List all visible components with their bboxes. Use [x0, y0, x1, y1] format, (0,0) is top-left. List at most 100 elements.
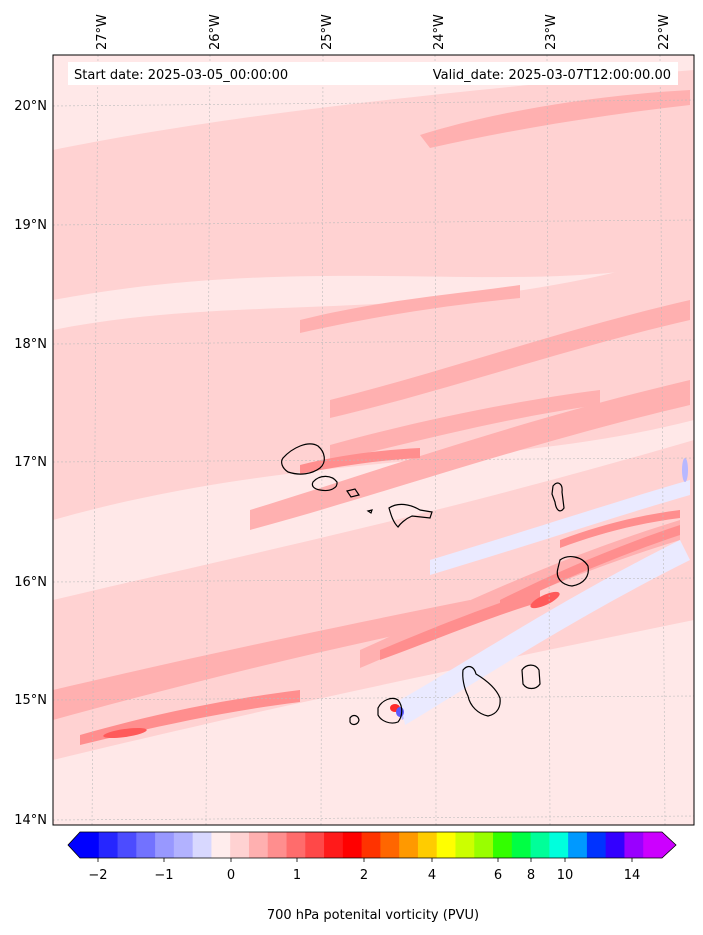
- header-box: [68, 62, 678, 85]
- colorbar-segment: [230, 832, 250, 858]
- colorbar-segment: [399, 832, 419, 858]
- lon-label: 23°W: [544, 14, 559, 50]
- colorbar-tick-label: 6: [494, 868, 502, 883]
- pv-negative-light-1: [400, 540, 690, 725]
- colorbar-segment: [511, 832, 532, 858]
- colorbar-tick-label: 1: [293, 868, 301, 883]
- pv-streak-strong-5: [560, 510, 680, 548]
- colorbar-over-arrow: [662, 832, 676, 858]
- pv-field: [53, 55, 694, 825]
- lon-label: 27°W: [95, 14, 110, 50]
- colorbar-segment: [361, 832, 381, 858]
- island-sao-vicente: [311, 475, 338, 492]
- colorbar-tick-label: 4: [428, 868, 436, 883]
- colorbar-segment: [455, 832, 475, 858]
- island-maio: [521, 664, 541, 690]
- colorbar-segment: [474, 832, 494, 858]
- island-sao-nicolau: [388, 503, 433, 528]
- island-brava: [349, 714, 360, 726]
- colorbar-segment: [342, 832, 363, 858]
- start-date-text: Start date: 2025-03-05_00:00:00: [74, 68, 288, 83]
- colorbar-segment: [267, 832, 288, 858]
- valid-date-text: Valid_date: 2025-03-07T12:00:00.00: [433, 68, 671, 83]
- colorbar-segment: [248, 832, 269, 858]
- pv-streak-7: [300, 285, 520, 333]
- colorbar-outline: [67, 831, 677, 859]
- lat-label: 19°N: [14, 218, 47, 233]
- colorbar-segment: [417, 832, 438, 858]
- pv-streak-strong-3: [500, 525, 680, 610]
- colorbar-segment: [286, 832, 306, 858]
- colorbar-tick-label: 0: [227, 868, 235, 883]
- pv-streak-5: [53, 600, 470, 720]
- colorbar: −2 −1 0 1 2 4 6 8 10 14 700 hPa potenita…: [67, 831, 677, 923]
- pv-max-2: [103, 727, 147, 739]
- colorbar-tick-labels: −2 −1 0 1 2 4 6 8 10 14: [88, 868, 640, 883]
- colorbar-segment: [117, 832, 137, 858]
- map-frame: [52, 54, 695, 826]
- colorbar-segments: [80, 832, 663, 858]
- colorbar-segment: [436, 832, 457, 858]
- colorbar-segment: [136, 832, 156, 858]
- colorbar-segment: [605, 832, 626, 858]
- colorbar-tick-label: −2: [88, 868, 107, 883]
- island-raso: [366, 509, 373, 514]
- colorbar-tick-label: −1: [154, 868, 173, 883]
- pv-band-north: [53, 70, 694, 300]
- lat-label: 15°N: [14, 693, 47, 708]
- pv-streak-4: [330, 390, 600, 462]
- pv-negative-core: [396, 707, 404, 717]
- colorbar-tick-label: 2: [360, 868, 368, 883]
- colorbar-segment: [643, 832, 663, 858]
- colorbar-segment: [324, 832, 344, 858]
- pv-band-south: [53, 440, 694, 760]
- lat-label: 16°N: [14, 575, 47, 590]
- lat-label: 18°N: [14, 337, 47, 352]
- colorbar-segment: [305, 832, 325, 858]
- colorbar-segment: [493, 832, 513, 858]
- colorbar-ticks: [97, 858, 633, 862]
- lat-label: 17°N: [14, 455, 47, 470]
- island-fogo: [377, 697, 403, 724]
- pv-band-lower: [53, 640, 694, 825]
- colorbar-segment: [549, 832, 569, 858]
- colorbar-segment: [211, 832, 231, 858]
- pv-streak-strong-4: [300, 448, 420, 474]
- pv-negative-light-2: [430, 480, 690, 575]
- gridlines: [53, 55, 694, 825]
- coastlines: [281, 443, 589, 726]
- colorbar-segment: [568, 832, 588, 858]
- colorbar-segment: [80, 832, 100, 858]
- island-sal: [551, 482, 565, 512]
- pv-max-1: [530, 591, 560, 609]
- island-boa-vista: [556, 556, 589, 587]
- lat-label: 14°N: [14, 813, 47, 828]
- lon-labels: 27°W 26°W 25°W 24°W 23°W 22°W: [95, 14, 672, 50]
- colorbar-segment: [586, 832, 607, 858]
- island-santa-luzia: [346, 488, 360, 498]
- lon-label: 26°W: [208, 14, 223, 50]
- colorbar-segment: [380, 832, 400, 858]
- colorbar-segment: [530, 832, 550, 858]
- lon-label: 25°W: [320, 14, 335, 50]
- colorbar-tick-label: 14: [624, 868, 641, 883]
- colorbar-segment: [192, 832, 213, 858]
- lon-label: 22°W: [657, 14, 672, 50]
- colorbar-segment: [155, 832, 175, 858]
- pv-band-mid: [53, 250, 694, 520]
- lat-label: 20°N: [14, 99, 47, 114]
- pv-negative-edge: [682, 458, 688, 482]
- colorbar-tick-label: 10: [557, 868, 574, 883]
- colorbar-under-arrow: [68, 832, 80, 858]
- pv-streak-2: [330, 300, 690, 418]
- colorbar-segment: [624, 832, 644, 858]
- colorbar-segment: [173, 832, 194, 858]
- lat-labels: 20°N 19°N 18°N 17°N 16°N 15°N 14°N: [14, 99, 47, 828]
- colorbar-tick-label: 8: [527, 868, 535, 883]
- colorbar-segment: [98, 832, 119, 858]
- pv-streak-3: [250, 380, 690, 530]
- island-santo-antao: [281, 443, 325, 475]
- island-santiago: [462, 665, 501, 717]
- lon-label: 24°W: [432, 14, 447, 50]
